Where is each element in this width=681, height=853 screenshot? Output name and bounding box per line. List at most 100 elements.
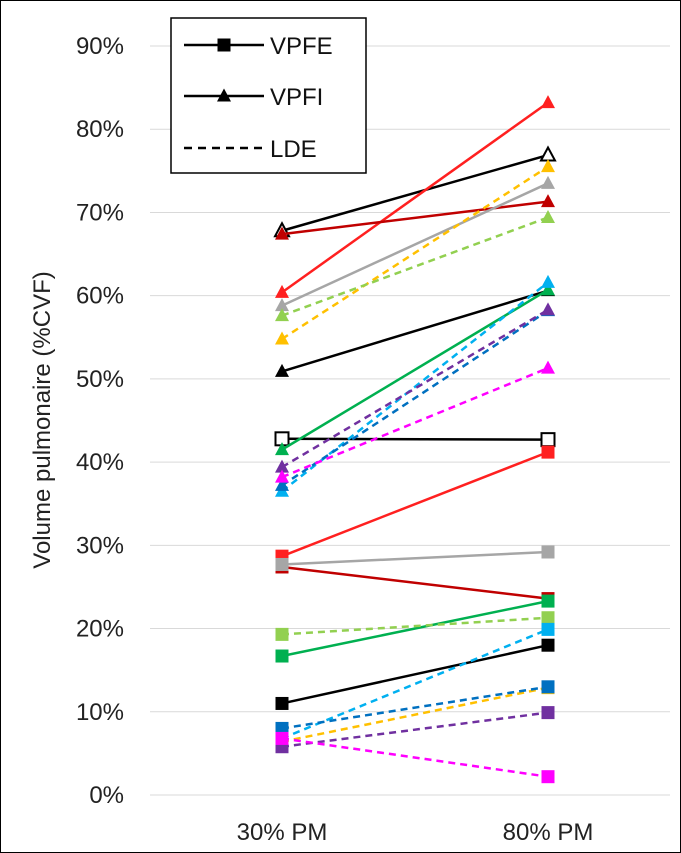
series-line — [281, 550, 549, 566]
series-line — [281, 182, 549, 307]
data-point-triangle — [275, 477, 289, 491]
y-tick-label: 10% — [76, 699, 124, 726]
legend-label: VPFE — [270, 33, 333, 60]
data-point-triangle — [541, 95, 555, 109]
series-line — [281, 643, 549, 705]
data-point-square — [541, 680, 555, 694]
series — [275, 594, 555, 663]
legend-label: LDE — [270, 136, 317, 163]
legend-entry: VPFI — [184, 84, 323, 111]
data-point-triangle — [275, 363, 289, 377]
y-tick-label: 70% — [76, 199, 124, 226]
data-point-triangle — [541, 302, 555, 316]
x-axis-tick-labels: 30% PM 80% PM — [237, 819, 594, 846]
x-tick-label: 80% PM — [503, 819, 594, 846]
data-point-square — [275, 557, 289, 571]
series-line — [281, 309, 549, 487]
data-series — [273, 95, 557, 784]
data-point-triangle — [275, 226, 289, 240]
series-line — [281, 101, 549, 294]
data-point-triangle — [217, 88, 231, 102]
series-line — [281, 437, 549, 441]
data-point-triangle — [275, 459, 289, 473]
series-line — [281, 450, 549, 558]
data-point-triangle — [275, 469, 289, 483]
series-line — [281, 711, 549, 748]
series — [275, 209, 555, 322]
data-point-triangle — [275, 298, 289, 312]
data-point-triangle — [541, 194, 555, 208]
y-tick-label: 0% — [89, 782, 124, 809]
data-point-triangle — [541, 209, 555, 223]
series — [275, 175, 555, 312]
data-point-triangle — [541, 159, 555, 173]
data-point-square — [217, 38, 231, 52]
series-line — [281, 153, 549, 232]
data-point-triangle — [275, 331, 289, 345]
y-tick-label: 40% — [76, 449, 124, 476]
series-line — [281, 685, 549, 730]
y-tick-label: 80% — [76, 116, 124, 143]
series — [275, 622, 555, 745]
x-tick-label: 30% PM — [237, 819, 328, 846]
y-axis-title: Volume pulmonaire (%CVF) — [29, 271, 56, 568]
data-point-square — [275, 627, 289, 641]
data-point-triangle — [275, 284, 289, 298]
data-point-square — [275, 696, 289, 710]
series — [275, 302, 555, 473]
data-point-triangle — [541, 360, 555, 374]
series — [275, 159, 555, 345]
series-line — [281, 565, 549, 600]
data-point-triangle — [539, 145, 557, 162]
series-line — [281, 289, 549, 373]
data-point-triangle — [541, 274, 555, 288]
series — [275, 360, 555, 483]
series-line — [281, 281, 549, 493]
series — [275, 611, 555, 641]
data-point-square — [541, 770, 555, 784]
series-line — [281, 200, 549, 236]
data-point-square — [541, 638, 555, 652]
legend-entry: LDE — [184, 136, 317, 163]
y-tick-label: 50% — [76, 366, 124, 393]
series-line — [281, 216, 549, 317]
y-tick-label: 30% — [76, 532, 124, 559]
series — [275, 560, 555, 606]
data-point-square — [541, 594, 555, 608]
data-point-square — [541, 611, 555, 625]
data-point-square — [275, 731, 289, 745]
data-point-triangle — [541, 175, 555, 189]
series — [275, 545, 555, 571]
series-line — [281, 599, 549, 658]
series — [275, 731, 555, 784]
series-line — [281, 288, 549, 451]
series-line — [281, 737, 549, 778]
series-line — [281, 165, 549, 340]
data-point-triangle — [275, 308, 289, 322]
data-point-triangle — [275, 442, 289, 456]
series — [275, 680, 555, 735]
data-point-square — [541, 545, 555, 559]
legend-entry: VPFE — [184, 33, 333, 60]
series — [275, 638, 555, 710]
y-tick-label: 20% — [76, 616, 124, 643]
data-point-square — [275, 721, 289, 735]
legend: VPFE VPFI LDE — [170, 17, 367, 174]
series — [275, 706, 555, 754]
data-point-square — [275, 649, 289, 663]
legend-label: VPFI — [270, 84, 323, 111]
y-tick-label: 60% — [76, 283, 124, 310]
y-tick-label: 90% — [76, 33, 124, 60]
series — [274, 431, 556, 448]
series-line — [281, 686, 549, 743]
data-point-square — [541, 622, 555, 636]
series — [275, 95, 555, 298]
series — [275, 194, 555, 240]
series-line — [281, 308, 549, 469]
data-point-triangle — [541, 282, 555, 296]
data-point-square — [541, 445, 555, 459]
data-point-square — [541, 706, 555, 720]
y-axis-tick-labels: 0% 10% 20% 30% 40% 50% 60% 70% 80% 90% — [76, 33, 124, 809]
data-point-square — [540, 432, 556, 448]
